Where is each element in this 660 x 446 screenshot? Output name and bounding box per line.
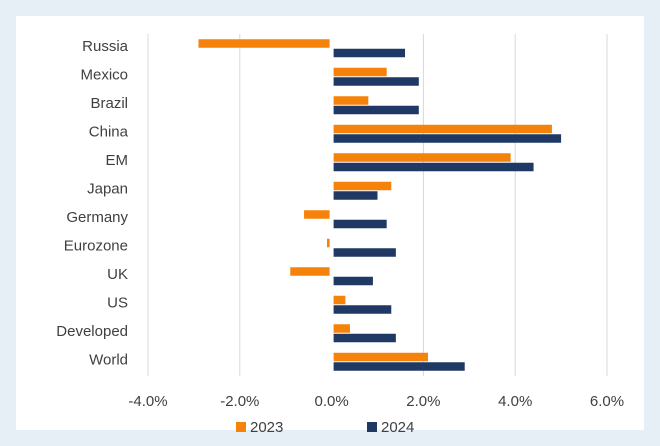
bar	[331, 295, 346, 305]
x-tick-label: 0.0%	[314, 393, 348, 410]
bar	[331, 191, 378, 200]
legend-swatch	[367, 422, 377, 432]
bar	[290, 267, 332, 276]
y-tick-label: Mexico	[80, 67, 128, 84]
bar	[331, 362, 465, 371]
bar	[331, 352, 428, 362]
y-tick-label: Developed	[56, 323, 128, 340]
y-tick-label: Brazil	[90, 95, 128, 112]
bar	[331, 48, 406, 58]
bar	[331, 96, 369, 105]
bar	[198, 39, 332, 48]
bar	[327, 238, 332, 248]
legend-swatch	[236, 422, 246, 432]
bar	[331, 305, 392, 314]
y-tick-label: Eurozone	[64, 238, 128, 255]
bar	[331, 153, 511, 162]
x-tick-label: 6.0%	[590, 393, 624, 410]
bar	[331, 181, 392, 191]
bar	[331, 219, 387, 229]
y-tick-label: EM	[106, 152, 129, 169]
bar	[331, 134, 562, 143]
bar	[331, 67, 387, 77]
y-tick-label: Russia	[82, 38, 129, 55]
x-tick-label: 4.0%	[498, 393, 532, 410]
bar	[331, 124, 552, 134]
bar	[331, 105, 419, 115]
y-tick-label: Germany	[66, 209, 128, 226]
x-tick-label: 2.0%	[406, 393, 440, 410]
bar	[331, 248, 396, 257]
bar	[331, 324, 350, 333]
y-tick-label: US	[107, 295, 128, 312]
x-tick-label: -2.0%	[220, 393, 259, 410]
bar	[331, 162, 534, 172]
y-tick-label: World	[89, 352, 128, 369]
bar	[331, 333, 396, 343]
legend-label: 2023	[250, 419, 283, 436]
bar	[304, 210, 332, 219]
legend-label: 2024	[381, 419, 414, 436]
y-tick-label: China	[89, 124, 129, 141]
y-tick-label: Japan	[87, 181, 128, 198]
y-tick-label: UK	[107, 266, 128, 283]
x-tick-label: -4.0%	[128, 393, 167, 410]
bar	[331, 77, 419, 86]
bar	[331, 276, 373, 286]
